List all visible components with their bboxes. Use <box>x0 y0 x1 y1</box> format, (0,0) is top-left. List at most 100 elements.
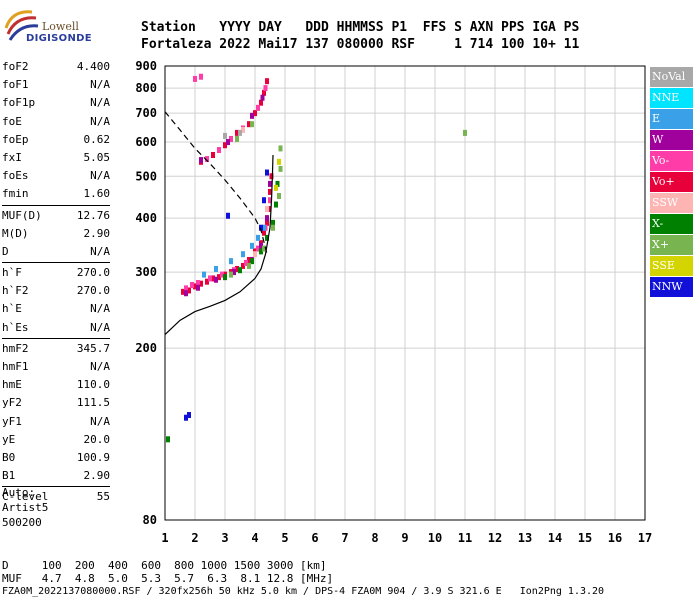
data-point <box>253 251 257 258</box>
data-point <box>262 197 266 204</box>
data-point <box>247 121 251 128</box>
param-label: h`F2 <box>2 284 29 298</box>
auto-version: 500200 <box>2 516 42 529</box>
data-point <box>259 242 263 249</box>
data-point <box>277 158 281 165</box>
data-point <box>226 139 230 146</box>
data-point <box>463 129 467 136</box>
data-point <box>199 280 203 287</box>
data-point <box>235 135 239 142</box>
data-point <box>265 234 269 241</box>
data-point <box>226 212 230 219</box>
data-point <box>274 184 278 191</box>
data-point <box>268 188 272 195</box>
param-separator <box>2 337 110 339</box>
data-point <box>214 265 218 272</box>
data-point <box>181 288 185 295</box>
data-point <box>187 287 191 294</box>
param-label: hmF1 <box>2 360 29 373</box>
data-point <box>265 205 269 212</box>
param-label: foE <box>2 114 22 128</box>
param-row: B1 2.90 <box>2 467 110 485</box>
param-label: h`Es <box>2 320 29 334</box>
x-tick-label: 9 <box>401 531 408 545</box>
data-point <box>229 135 233 142</box>
logo-line1: Lowell <box>42 20 79 33</box>
param-value: 111.5 <box>76 396 110 410</box>
data-point <box>262 89 266 96</box>
param-value: N/A <box>90 320 110 334</box>
footer-file-info: FZA0M_2022137080000.RSF / 320fx256h 50 k… <box>2 586 605 597</box>
data-point <box>241 251 245 258</box>
y-tick-label: 200 <box>135 341 157 355</box>
data-point <box>271 224 275 231</box>
x-tick-label: 10 <box>428 531 442 545</box>
param-value: 270.0 <box>76 284 110 298</box>
data-point <box>256 234 260 241</box>
param-label: yE <box>2 432 16 446</box>
param-row: MUF(D) 12.76 <box>2 207 110 225</box>
data-point <box>202 271 206 278</box>
y-tick-label: 80 <box>143 513 157 527</box>
data-point <box>223 132 227 139</box>
y-tick-label: 600 <box>135 135 157 149</box>
param-label: h`E <box>2 302 22 316</box>
param-row: yF2 111.5 <box>2 394 110 412</box>
x-tick-label: 3 <box>221 531 228 545</box>
data-point <box>235 129 239 136</box>
param-label: C-level <box>2 490 49 504</box>
legend-item: E <box>650 109 693 129</box>
param-separator <box>2 262 110 264</box>
param-row: foEp 0.62 <box>2 131 110 149</box>
data-point <box>184 290 188 297</box>
param-label: foF2 <box>2 60 29 73</box>
data-point <box>274 201 278 208</box>
param-row: fxI 5.05 <box>2 149 110 167</box>
digisonde-logo: Lowell DIGISONDE <box>2 6 92 46</box>
param-separator <box>2 486 110 488</box>
data-point <box>250 121 254 128</box>
data-point <box>271 219 275 226</box>
param-label: MUF(D) <box>2 208 42 222</box>
param-value: N/A <box>90 114 110 128</box>
data-point <box>220 271 224 278</box>
data-point <box>262 224 266 231</box>
data-point <box>259 99 263 106</box>
param-label: yF1 <box>2 414 22 428</box>
data-point <box>196 280 200 287</box>
data-point <box>241 126 245 133</box>
data-point <box>253 110 257 117</box>
param-value: 12.76 <box>76 208 110 222</box>
data-point <box>214 276 218 283</box>
legend-item: Vo- <box>650 151 693 171</box>
param-value: 1.60 <box>83 187 111 201</box>
legend-item: NNE <box>650 88 693 108</box>
legend-item: W <box>650 130 693 150</box>
legend-item: X- <box>650 214 693 234</box>
legend-item: SSE <box>650 256 693 276</box>
data-point <box>184 414 188 421</box>
auto-program: Artist5 <box>2 501 49 514</box>
data-point <box>229 258 233 265</box>
data-point <box>250 258 254 265</box>
data-point <box>208 275 212 282</box>
data-point <box>205 156 209 163</box>
x-tick-label: 8 <box>371 531 378 545</box>
param-row: yE 20.0 <box>2 431 110 449</box>
logo-arc-icon <box>4 10 39 41</box>
data-point <box>229 271 233 278</box>
param-value: 5.05 <box>83 150 111 164</box>
param-label: fxI <box>2 150 22 164</box>
param-label: foF1p <box>2 96 36 110</box>
data-point <box>259 248 263 255</box>
param-label: fmin <box>2 187 29 201</box>
param-row: hmE 110.0 <box>2 376 110 394</box>
data-point <box>256 104 260 111</box>
data-point <box>238 129 242 136</box>
param-value: N/A <box>90 169 110 183</box>
data-point <box>196 284 200 291</box>
param-value: N/A <box>90 244 110 258</box>
plot-frame <box>164 65 646 521</box>
legend-item: NNW <box>650 277 693 297</box>
param-row: h`Es N/A <box>2 319 110 337</box>
